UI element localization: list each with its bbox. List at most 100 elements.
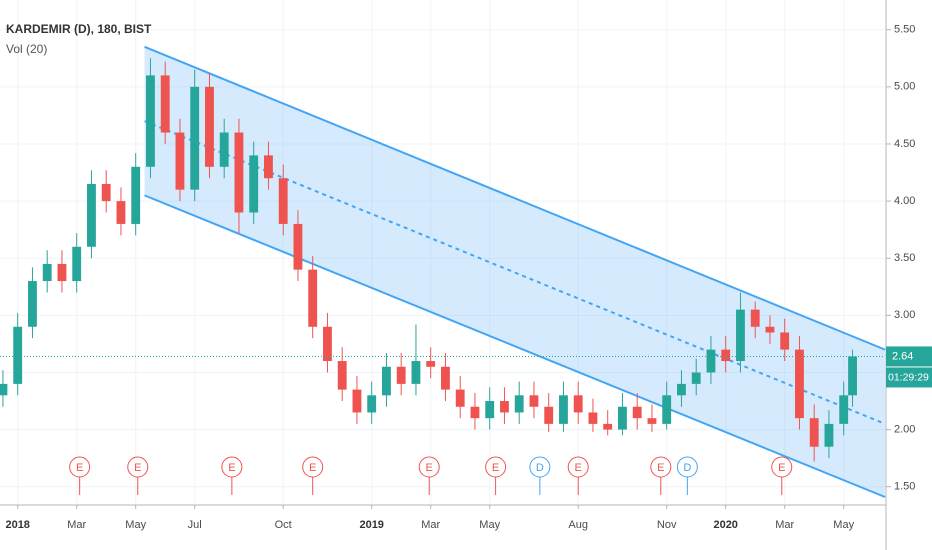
channel-middle	[144, 120, 886, 425]
candle-body	[323, 326, 332, 362]
x-tick-label: Nov	[657, 519, 677, 531]
candle-body	[293, 223, 303, 270]
channel-lower	[144, 194, 886, 498]
candle-body	[160, 75, 170, 133]
candle-body	[190, 86, 200, 190]
candle-body	[632, 406, 642, 419]
candle-body	[264, 155, 273, 179]
candle-body	[765, 326, 775, 333]
event-label: E	[228, 462, 235, 474]
y-tick-label: 2.00	[894, 423, 915, 435]
event-label: D	[536, 462, 544, 474]
candle-body	[455, 389, 465, 407]
x-tick-label: Jul	[188, 519, 202, 531]
y-tick-label: 5.00	[894, 81, 915, 93]
candle-body	[573, 395, 583, 413]
countdown: 01:29:29	[888, 371, 929, 383]
x-tick-label: Mar	[421, 519, 440, 531]
y-tick-label: 1.50	[894, 481, 915, 493]
x-tick-label: 2019	[359, 519, 383, 531]
candle-body	[131, 166, 141, 224]
candle-body	[175, 132, 185, 190]
x-tick-label: Oct	[275, 519, 292, 531]
candle-body	[677, 383, 686, 396]
candle-body	[588, 412, 598, 424]
channel-fill	[144, 46, 886, 498]
event-label: E	[492, 462, 499, 474]
candle-body	[721, 349, 731, 362]
candle-body	[848, 356, 857, 396]
candle-body	[87, 183, 96, 247]
y-tick-label: 4.50	[894, 138, 915, 150]
candle-body	[72, 246, 82, 282]
candle-body	[544, 406, 554, 424]
price-label-box	[886, 346, 932, 367]
indicator-label: Vol (20)	[6, 42, 47, 56]
event-label: E	[575, 462, 582, 474]
candle-body	[647, 418, 657, 424]
event-label: E	[134, 462, 141, 474]
event-label: D	[683, 462, 691, 474]
channel-upper	[144, 45, 886, 351]
candle-body	[618, 406, 627, 430]
event-label: E	[309, 462, 316, 474]
event-label: E	[426, 462, 433, 474]
countdown-box	[886, 367, 932, 388]
candle-body	[0, 383, 8, 396]
candle-body	[396, 366, 406, 384]
symbol-title: KARDEMIR (D), 180, BIST	[6, 22, 152, 36]
plot	[0, 45, 886, 498]
x-tick-label: Mar	[67, 519, 86, 531]
candle-body	[234, 132, 244, 213]
candle-body	[146, 75, 155, 167]
candle-body	[28, 281, 37, 327]
candle-body	[382, 366, 391, 396]
candle-body	[337, 361, 347, 390]
candle-body	[249, 155, 259, 213]
candle-body	[411, 361, 421, 384]
x-tick-label: Aug	[568, 519, 588, 531]
y-tick-label: 5.50	[894, 24, 915, 36]
event-label: E	[76, 462, 83, 474]
event-label: E	[657, 462, 664, 474]
candle-body	[736, 309, 745, 362]
x-tick-label: May	[833, 519, 854, 531]
x-tick-label: 2018	[5, 519, 29, 531]
candle-body	[116, 201, 126, 224]
x-tick-label: May	[479, 519, 500, 531]
y-tick-label: 4.00	[894, 195, 915, 207]
candle-body	[308, 269, 318, 327]
candle-body	[470, 406, 480, 419]
candle-body	[205, 86, 214, 167]
candle-body	[795, 349, 804, 419]
x-tick-label: May	[125, 519, 146, 531]
candle-body	[691, 372, 701, 384]
candle-body	[426, 361, 436, 367]
price-label: 2.64	[892, 350, 913, 362]
candle-body	[514, 395, 524, 413]
candle-body	[529, 395, 539, 407]
candle-body	[13, 326, 23, 384]
candle-body	[780, 332, 790, 350]
candle-body	[809, 418, 819, 447]
candle-body	[500, 401, 509, 413]
candle-body	[57, 263, 67, 282]
x-tick-label: 2020	[713, 519, 737, 531]
x-tick-label: Mar	[775, 519, 794, 531]
candle-body	[559, 395, 568, 424]
y-tick-label: 3.50	[894, 252, 915, 264]
y-tick-label: 3.00	[894, 309, 915, 321]
candle-body	[101, 183, 111, 202]
candle-body	[441, 366, 450, 390]
candle-body	[367, 395, 377, 413]
candle-body	[750, 309, 760, 327]
candle-body	[42, 263, 52, 282]
candle-body	[839, 395, 849, 424]
event-label: E	[778, 462, 785, 474]
candle-body	[824, 423, 834, 447]
candle-body	[485, 401, 495, 419]
candle-body	[662, 395, 672, 424]
candle-body	[706, 349, 716, 373]
candle-body	[219, 132, 229, 167]
